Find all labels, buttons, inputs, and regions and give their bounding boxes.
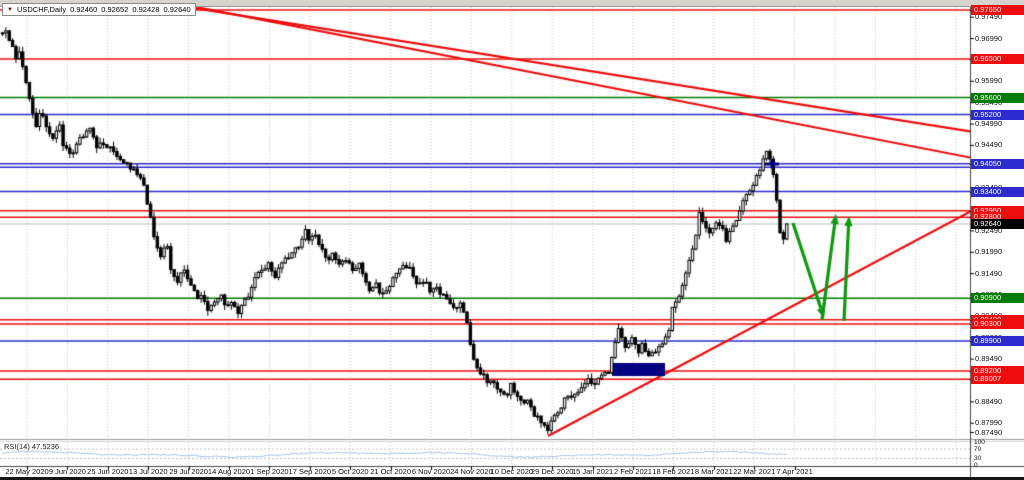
ohlc-low: 0.92428 xyxy=(132,5,160,14)
ohlc-close: 0.92640 xyxy=(163,5,191,14)
symbol-ohlc-box[interactable]: ▼ USDCHF,Daily 0.92460 0.92652 0.92428 0… xyxy=(2,3,196,16)
window-bottom-edge xyxy=(0,477,1024,480)
symbol-title: USDCHF,Daily xyxy=(16,5,67,14)
window-top-edge xyxy=(0,0,1024,7)
dropdown-arrow-icon: ▼ xyxy=(7,6,13,13)
ohlc-high: 0.92652 xyxy=(101,5,129,14)
rsi-indicator-label: RSI(14) 47.5236 xyxy=(4,442,60,451)
ohlc-open: 0.92460 xyxy=(70,5,98,14)
